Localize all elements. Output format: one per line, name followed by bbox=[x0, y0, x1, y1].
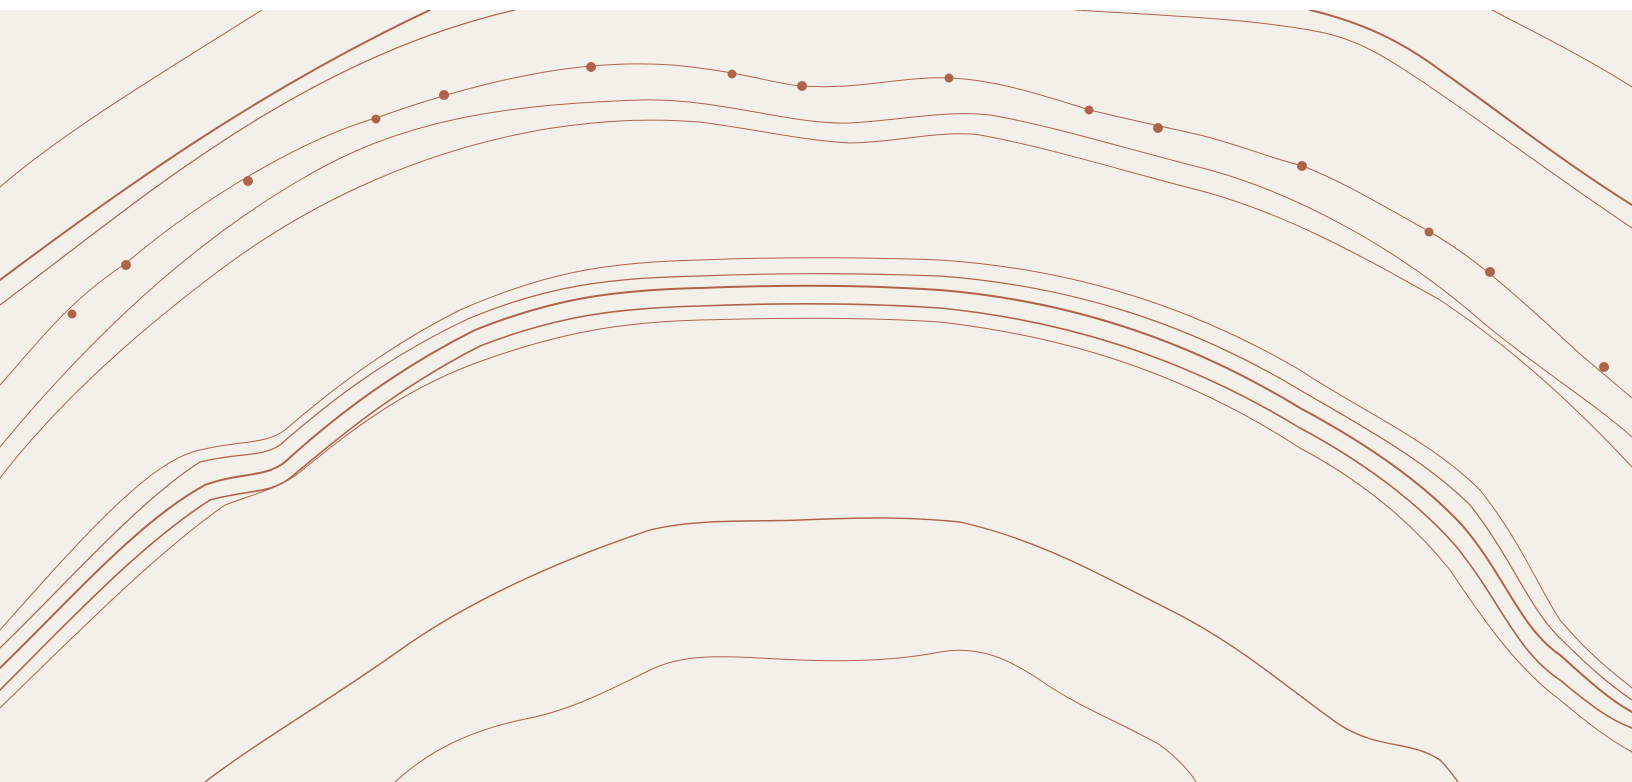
contour-dot bbox=[121, 260, 131, 270]
contour-svg bbox=[0, 10, 1632, 782]
contour-lines bbox=[0, 10, 1632, 782]
contour-line-tr-3 bbox=[1491, 10, 1632, 88]
contour-dot bbox=[586, 62, 596, 72]
contour-line-dotted bbox=[0, 63, 1632, 399]
contour-dot bbox=[1599, 362, 1609, 372]
contour-line-tr-1 bbox=[1074, 10, 1632, 229]
artwork-background bbox=[0, 10, 1632, 782]
contour-line-tl-1 bbox=[0, 10, 263, 188]
contour-line-arch-1 bbox=[0, 257, 1632, 689]
contour-line-arch-2 bbox=[0, 273, 1632, 701]
contour-line-tr-2 bbox=[1309, 10, 1632, 206]
contour-dot bbox=[243, 176, 253, 186]
contour-dot bbox=[1297, 161, 1307, 171]
contour-artwork bbox=[0, 10, 1632, 782]
contour-line-arch-4 bbox=[0, 303, 1632, 729]
contour-line-arch-5 bbox=[0, 317, 1632, 753]
contour-line-upper-2 bbox=[0, 119, 1632, 479]
contour-dot bbox=[1485, 267, 1495, 277]
contour-line-upper-1 bbox=[0, 99, 1632, 448]
contour-line-lower-1 bbox=[204, 517, 1459, 782]
contour-dot bbox=[727, 69, 737, 79]
contour-dot bbox=[944, 73, 954, 83]
contour-dot bbox=[67, 309, 77, 319]
contour-dot bbox=[371, 114, 381, 124]
contour-dot bbox=[1424, 227, 1434, 237]
contour-line-lower-2 bbox=[394, 649, 1197, 782]
contour-dot bbox=[1153, 123, 1163, 133]
contour-dot bbox=[439, 90, 449, 100]
contour-line-arch-3 bbox=[0, 284, 1632, 713]
contour-dot bbox=[797, 81, 807, 91]
contour-line-tl-2 bbox=[0, 10, 431, 281]
contour-dots bbox=[67, 62, 1609, 372]
contour-line-tl-3 bbox=[0, 10, 516, 306]
contour-dot bbox=[1084, 105, 1094, 115]
